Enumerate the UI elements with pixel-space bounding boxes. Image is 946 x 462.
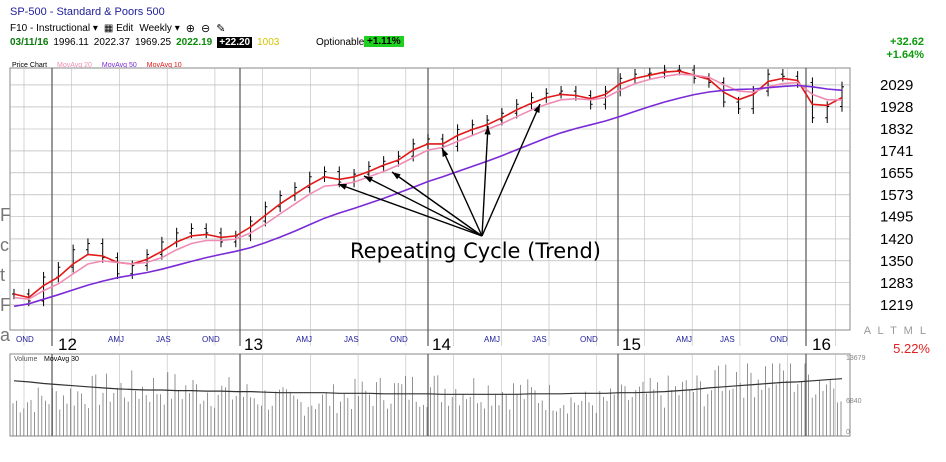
x-quarter-label: OND bbox=[770, 335, 788, 344]
x-year-label: 12 bbox=[58, 335, 77, 354]
x-quarter-label: OND bbox=[16, 335, 34, 344]
x-quarter-label: AMJ bbox=[484, 335, 500, 344]
annotation-arrow bbox=[391, 171, 483, 237]
volume-frame bbox=[9, 353, 851, 437]
pencil-icon[interactable]: ✎ bbox=[216, 23, 226, 35]
quote-extra: 1003 bbox=[257, 37, 280, 48]
pct-change-badge: +1.11% bbox=[364, 36, 404, 47]
period-dropdown[interactable]: Weekly ▾ bbox=[139, 23, 180, 34]
annotation-arrow bbox=[481, 125, 489, 237]
y-tick-label: 1741 bbox=[880, 143, 913, 160]
side-letter: c bbox=[0, 235, 9, 255]
movavg-20-line bbox=[13, 73, 842, 301]
movavg-50-line bbox=[13, 84, 843, 308]
volume-tick-label: 13679 bbox=[846, 355, 866, 362]
x-quarter-label: AMJ bbox=[296, 335, 312, 344]
y-tick-label: 1219 bbox=[880, 297, 913, 314]
y-tick-label: 1350 bbox=[880, 253, 913, 270]
x-quarter-label: OND bbox=[202, 335, 220, 344]
quote-date: 03/11/16 bbox=[10, 37, 49, 48]
legend-ma10: MovAvg 10 bbox=[146, 62, 182, 69]
annotation-arrowhead bbox=[392, 172, 401, 180]
y-tick-label: 1573 bbox=[880, 187, 913, 204]
quote-bar: 03/11/16 1996.11 2022.37 1969.25 2022.19… bbox=[10, 37, 279, 48]
edit-button[interactable]: ▦ Edit bbox=[104, 23, 133, 34]
x-quarter-label: JAS bbox=[532, 335, 547, 344]
timeframe-tags[interactable]: A L T M L bbox=[863, 325, 928, 337]
zoom-out-icon[interactable]: ⊖ bbox=[200, 23, 211, 35]
y-tick-label: 1928 bbox=[880, 99, 913, 116]
chart-legend: Price Chart MovAvg 20 MovAvg 50 MovAvg 1… bbox=[12, 62, 182, 69]
annotation-arrow bbox=[363, 175, 483, 237]
volume-ma30-line bbox=[13, 378, 843, 395]
edit-icon: ▦ bbox=[103, 23, 114, 34]
annotation-arrowhead bbox=[338, 183, 347, 190]
x-quarter-label: JAS bbox=[720, 335, 735, 344]
x-year-label: 13 bbox=[244, 335, 263, 354]
quote-change: +22.20 bbox=[217, 37, 253, 48]
plot-frame bbox=[9, 67, 851, 331]
x-quarter-label: AMJ bbox=[108, 335, 124, 344]
window-title: SP-500 - Standard & Poors 500 bbox=[10, 6, 165, 18]
quote-low: 1969.25 bbox=[134, 37, 172, 48]
net-change: +32.62 bbox=[890, 36, 924, 48]
net-change-pct: +1.64% bbox=[886, 49, 924, 61]
annotation-arrowhead bbox=[484, 126, 491, 135]
y-tick-label: 1283 bbox=[880, 275, 913, 292]
volume-tick-label: 0 bbox=[846, 429, 850, 436]
quote-close: 2022.19 bbox=[176, 37, 213, 48]
x-year-label: 14 bbox=[432, 335, 451, 354]
x-quarter-label: OND bbox=[390, 335, 408, 344]
timeframe-pct: 5.22% bbox=[893, 341, 930, 356]
volume-ma-label: MovAvg 30 bbox=[44, 356, 79, 363]
edit-label: Edit bbox=[116, 23, 134, 34]
volume-label: Volume bbox=[14, 356, 37, 363]
annotation-arrowhead bbox=[533, 104, 540, 113]
x-year-label: 16 bbox=[812, 335, 831, 354]
x-quarter-label: JAS bbox=[344, 335, 359, 344]
annotation-arrow bbox=[441, 147, 483, 237]
y-tick-label: 1420 bbox=[880, 231, 913, 248]
quote-high: 2022.37 bbox=[93, 37, 130, 48]
y-tick-label: 1655 bbox=[880, 165, 913, 182]
annotation-arrowhead bbox=[364, 176, 373, 183]
side-letter: F bbox=[0, 205, 11, 225]
annotation-arrow bbox=[481, 103, 541, 237]
toolbar: F10 - Instructional ▾ ▦ Edit Weekly ▾ ⊕ … bbox=[10, 22, 225, 35]
layout-label: F10 - Instructional bbox=[10, 23, 91, 34]
annotation-arrow bbox=[337, 183, 483, 237]
side-letter: t bbox=[0, 265, 6, 285]
side-letter: F bbox=[0, 295, 11, 315]
optionable-label: Optionable bbox=[316, 37, 365, 48]
annotation-label: Repeating Cycle (Trend) bbox=[350, 239, 601, 263]
zoom-in-icon[interactable]: ⊕ bbox=[185, 23, 195, 35]
legend-ma20: MovAvg 20 bbox=[57, 62, 92, 69]
y-tick-label: 1832 bbox=[880, 121, 913, 138]
x-quarter-label: AMJ bbox=[676, 335, 692, 344]
y-tick-label: 2029 bbox=[880, 77, 913, 94]
x-quarter-label: JAS bbox=[156, 335, 171, 344]
side-letter: a bbox=[0, 325, 11, 345]
annotation-arrowhead bbox=[442, 148, 449, 157]
legend-price-chart: Price Chart bbox=[12, 62, 48, 69]
movavg-10-line bbox=[13, 70, 843, 299]
x-quarter-label: OND bbox=[580, 335, 598, 344]
legend-ma50: MovAvg 50 bbox=[101, 62, 137, 69]
x-year-label: 15 bbox=[622, 335, 641, 354]
layout-dropdown[interactable]: F10 - Instructional ▾ bbox=[10, 23, 98, 34]
quote-open: 1996.11 bbox=[53, 37, 89, 48]
side-letters: F c t F a bbox=[0, 200, 11, 350]
y-tick-label: 1495 bbox=[880, 209, 913, 226]
volume-tick-label: 6840 bbox=[846, 398, 862, 405]
period-label: Weekly bbox=[139, 23, 172, 34]
